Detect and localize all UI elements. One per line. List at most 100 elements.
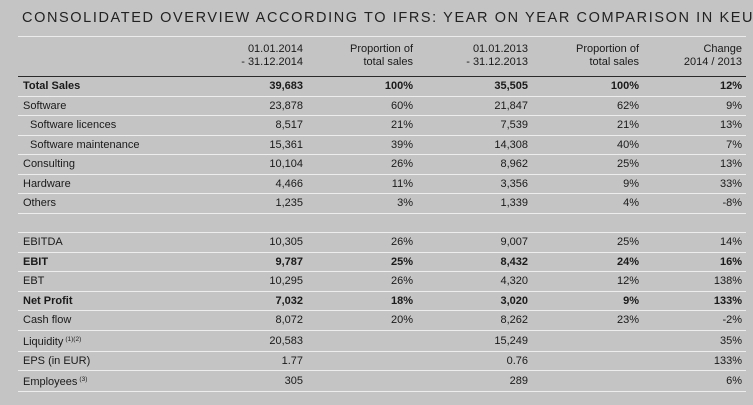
value-2013: 15,249 [417,330,532,352]
proportion-2013: 25% [532,154,643,175]
proportion-2014: 60% [307,96,417,116]
spacer-row [18,213,746,233]
value-2013: 9,007 [417,232,532,253]
header-change: Change 2014 / 2013 [643,41,746,77]
change-value: 133% [643,291,746,311]
proportion-2013: 12% [532,271,643,292]
proportion-2013: 62% [532,96,643,116]
table-row: EBITDA 10,305 26% 9,007 25% 14% [18,232,746,253]
row-label: Software maintenance [18,135,202,155]
row-label: EBIT [18,252,202,272]
value-2013: 8,262 [417,310,532,331]
change-value: 13% [643,115,746,136]
value-2013: 14,308 [417,135,532,155]
value-2014: 10,295 [202,271,307,292]
value-2013: 8,962 [417,154,532,175]
value-2014: 1.77 [202,351,307,371]
value-2014: 9,787 [202,252,307,272]
value-2013: 1,339 [417,193,532,214]
value-2013: 7,539 [417,115,532,136]
row-label: Net Profit [18,291,202,311]
proportion-2014: 26% [307,232,417,253]
change-value: -2% [643,310,746,331]
row-label: Employees (3) [18,370,202,392]
row-label: Liquidity (1)(2) [18,330,202,352]
proportion-2013: 23% [532,310,643,331]
value-2013 [417,213,532,233]
value-2014: 10,305 [202,232,307,253]
value-2014: 7,032 [202,291,307,311]
row-label: Others [18,193,202,214]
proportion-2014: 26% [307,271,417,292]
value-2013: 21,847 [417,96,532,116]
table-row: EBIT 9,787 25% 8,432 24% 16% [18,252,746,272]
proportion-2014: 21% [307,115,417,136]
row-label: Hardware [18,174,202,194]
proportion-2013: 100% [532,76,643,97]
row-label: Total Sales [18,76,202,97]
proportion-2013: 40% [532,135,643,155]
value-2013: 3,356 [417,174,532,194]
proportion-2013 [532,370,643,392]
value-2014: 305 [202,370,307,392]
header-period-2014: 01.01.2014 - 31.12.2014 [202,41,307,77]
value-2014: 8,517 [202,115,307,136]
proportion-2014: 11% [307,174,417,194]
row-label [18,213,202,233]
change-value [643,213,746,233]
proportion-2014: 39% [307,135,417,155]
value-2013: 0.76 [417,351,532,371]
header-label [18,41,202,77]
table-row: Hardware 4,466 11% 3,356 9% 33% [18,174,746,194]
proportion-2013 [532,213,643,233]
proportion-2013: 4% [532,193,643,214]
row-label: Software [18,96,202,116]
proportion-2013: 24% [532,252,643,272]
value-2014: 15,361 [202,135,307,155]
proportion-2013 [532,351,643,371]
table-row: Liquidity (1)(2) 20,583 15,249 35% [18,330,746,352]
value-2014: 10,104 [202,154,307,175]
change-value: -8% [643,193,746,214]
table-body: Total Sales 39,683 100% 35,505 100% 12% Softwa… [18,76,746,392]
change-value: 9% [643,96,746,116]
change-value: 35% [643,330,746,352]
row-label: Consulting [18,154,202,175]
change-value: 33% [643,174,746,194]
proportion-2014 [307,213,417,233]
proportion-2013: 21% [532,115,643,136]
change-value: 6% [643,370,746,392]
proportion-2014: 26% [307,154,417,175]
proportion-2014: 100% [307,76,417,97]
value-2013: 3,020 [417,291,532,311]
table-row: Net Profit 7,032 18% 3,020 9% 133% [18,291,746,311]
proportion-2013: 9% [532,291,643,311]
title-divider [18,36,746,37]
change-value: 16% [643,252,746,272]
change-value: 12% [643,76,746,97]
header-proportion-2014: Proportion of total sales [307,41,417,77]
change-value: 7% [643,135,746,155]
financial-overview-table: 01.01.2014 - 31.12.2014 Proportion of to… [18,41,746,392]
table-row: Others 1,235 3% 1,339 4% -8% [18,193,746,214]
value-2013: 4,320 [417,271,532,292]
table-row: Software licences 8,517 21% 7,539 21% 13% [18,115,746,136]
report-title: CONSOLIDATED OVERVIEW ACCORDING TO IFRS:… [22,10,753,26]
value-2013: 8,432 [417,252,532,272]
proportion-2014: 25% [307,252,417,272]
table-header-row: 01.01.2014 - 31.12.2014 Proportion of to… [18,41,746,77]
footnote-marker: (1)(2) [65,335,82,343]
value-2014: 8,072 [202,310,307,331]
value-2014 [202,213,307,233]
table-row: Software maintenance 15,361 39% 14,308 40% 7% [18,135,746,155]
table-row: EPS (in EUR) 1.77 0.76 133% [18,351,746,371]
row-label: Software licences [18,115,202,136]
proportion-2014 [307,351,417,371]
table-row: Consulting 10,104 26% 8,962 25% 13% [18,154,746,175]
row-label: Cash flow [18,310,202,331]
value-2014: 1,235 [202,193,307,214]
row-label: EBITDA [18,232,202,253]
value-2014: 20,583 [202,330,307,352]
proportion-2013: 25% [532,232,643,253]
value-2014: 23,878 [202,96,307,116]
